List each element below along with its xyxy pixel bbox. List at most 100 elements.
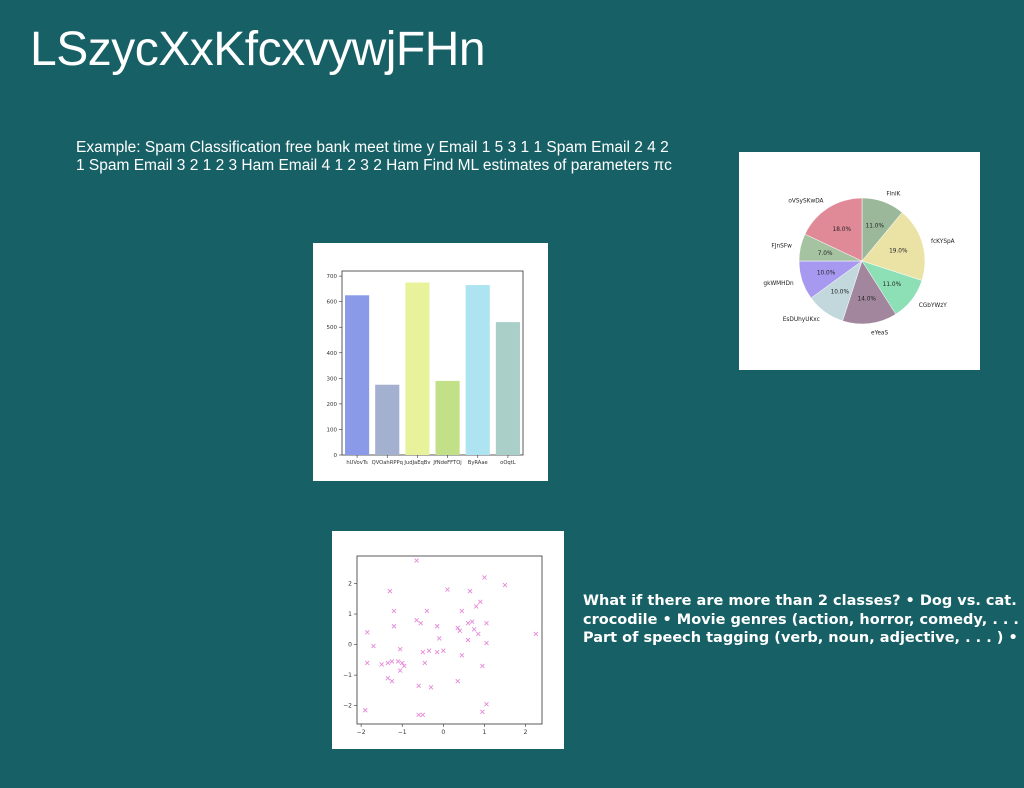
scatter-point xyxy=(434,623,440,629)
scatter-point xyxy=(422,660,428,666)
pie-value-label: 11.0% xyxy=(866,223,885,229)
scatter-point xyxy=(414,558,419,563)
bar-y-tick-label: 0 xyxy=(334,453,338,459)
scatter-chart: −2 −1 0 1 2 −2 −1 0 1 2 xyxy=(343,555,543,736)
pie-category-label: FlnlK xyxy=(886,191,900,197)
scatter-point xyxy=(465,637,471,643)
pie-value-label: 10.0% xyxy=(831,290,850,296)
scatter-x-tick-label: −1 xyxy=(398,729,407,736)
scatter-point xyxy=(420,649,426,655)
scatter-chart-panel: −2 −1 0 1 2 −2 −1 0 1 2 xyxy=(332,531,564,749)
scatter-point xyxy=(371,643,376,649)
scatter-point xyxy=(467,588,473,594)
scatter-point xyxy=(455,625,461,631)
scatter-plot-frame xyxy=(356,555,543,725)
scatter-point xyxy=(428,685,434,690)
scatter-point xyxy=(385,675,391,681)
pie-value-label: 11.0% xyxy=(883,282,902,288)
bar-y-tick-label: 100 xyxy=(327,427,338,433)
scatter-point xyxy=(362,707,368,713)
bar-x-tick-label: JfNdeFFTOj xyxy=(432,460,461,466)
scatter-x-tick-label: 2 xyxy=(524,729,528,736)
pie-value-label: 14.0% xyxy=(858,297,877,303)
bar-y-tick-label: 300 xyxy=(327,376,338,382)
scatter-point xyxy=(502,582,508,588)
pie-value-label: 10.0% xyxy=(817,271,836,277)
scatter-y-tick-label: 2 xyxy=(348,580,352,587)
scatter-point xyxy=(420,712,426,718)
scatter-point xyxy=(473,604,479,609)
scatter-x-tick-label: 1 xyxy=(483,729,487,736)
pie-category-label: oVSySKwDA xyxy=(788,198,823,204)
pie-category-label: fcKYSpA xyxy=(931,239,955,245)
bar-x-tick-label: hUVovTs xyxy=(346,460,368,466)
scatter-point xyxy=(436,636,442,641)
scatter-point xyxy=(480,709,485,715)
pie-value-label: 19.0% xyxy=(889,248,908,254)
bar-y-tick-label: 700 xyxy=(327,274,338,280)
scatter-x-tick-label: 0 xyxy=(441,729,445,736)
scatter-point xyxy=(471,626,477,632)
scatter-point xyxy=(459,652,465,658)
scatter-point xyxy=(457,628,463,634)
bar-chart: 0 100 200 300 400 500 600 700 hUVovTs QVOahRPPq Ju… xyxy=(327,270,524,466)
pie-value-label: 7.0% xyxy=(818,251,833,257)
bullet-text: What if there are more than 2 classes? •… xyxy=(583,592,1024,648)
bar-x-tick-label: oOqtL xyxy=(500,460,516,466)
scatter-point xyxy=(533,631,539,637)
example-paragraph: Example: Spam Classification free bank m… xyxy=(76,139,706,175)
bar-y-tick-label: 200 xyxy=(327,402,338,408)
bullet-line-2: crocodile • Movie genres (action, horror… xyxy=(583,611,1024,628)
scatter-point xyxy=(434,649,440,655)
scatter-x-tick-label: −2 xyxy=(357,729,366,736)
bullet-line-1: What if there are more than 2 classes? •… xyxy=(583,593,1017,609)
scatter-point xyxy=(484,620,489,626)
bar-JfNdeFFTOj xyxy=(435,380,460,455)
bar-y-tick-label: 400 xyxy=(327,351,338,357)
scatter-point xyxy=(391,608,397,614)
scatter-point xyxy=(389,678,395,684)
scatter-point xyxy=(482,575,487,580)
pie-category-label: gkWMHDn xyxy=(763,281,794,287)
paragraph-line-1: Example: Spam Classification free bank m… xyxy=(76,139,669,156)
scatter-point xyxy=(445,587,450,592)
scatter-point xyxy=(426,648,432,654)
bullet-line-3: Part of speech tagging (verb, noun, adje… xyxy=(583,630,1024,646)
scatter-point xyxy=(416,683,421,689)
pie-slice-fcKYSpA xyxy=(861,212,926,281)
scatter-point xyxy=(364,630,370,635)
bar-y-tick-label: 600 xyxy=(327,300,338,306)
pie-category-label: eYeaS xyxy=(871,330,888,336)
scatter-point xyxy=(385,660,391,666)
pie-slice-eYeaS xyxy=(842,260,897,325)
bar-JudJaEqBv xyxy=(405,282,430,455)
scatter-point xyxy=(459,608,465,614)
paragraph-line-2: 1 Spam Email 3 2 1 2 3 Ham Email 4 1 2 3… xyxy=(76,157,672,174)
scatter-point xyxy=(475,631,481,637)
bar-QVOahRPPq xyxy=(375,384,400,455)
scatter-y-tick-label: 1 xyxy=(348,611,352,618)
scatter-point xyxy=(395,659,401,664)
bar-chart-panel: 0 100 200 300 400 500 600 700 hUVovTs QVOahRPPq Ju… xyxy=(313,243,548,481)
bar-oOqtL xyxy=(495,322,520,455)
bar-y-tick-label: 500 xyxy=(327,325,338,331)
pie-value-label: 18.0% xyxy=(833,227,852,233)
pie-category-label: EsDUhyUKxc xyxy=(783,317,820,323)
bar-x-tick-label: ByRAae xyxy=(468,460,488,466)
bar-hUVovTs xyxy=(345,295,370,455)
scatter-point xyxy=(441,648,446,654)
pie-category-label: FJnSFw xyxy=(771,243,792,249)
scatter-point xyxy=(455,678,461,684)
scatter-y-tick-label: −2 xyxy=(343,703,352,710)
pie-category-label: CGbYWzY xyxy=(919,303,948,309)
scatter-point xyxy=(387,588,393,594)
scatter-point xyxy=(399,660,405,666)
scatter-point xyxy=(478,599,483,605)
scatter-point xyxy=(379,662,384,667)
scatter-point xyxy=(480,663,485,669)
bar-x-tick-label: JudJaEqBv xyxy=(403,460,430,466)
scatter-point xyxy=(416,712,421,718)
bar-plot-frame xyxy=(341,270,524,456)
scatter-point xyxy=(389,659,395,664)
scatter-point xyxy=(469,619,475,624)
